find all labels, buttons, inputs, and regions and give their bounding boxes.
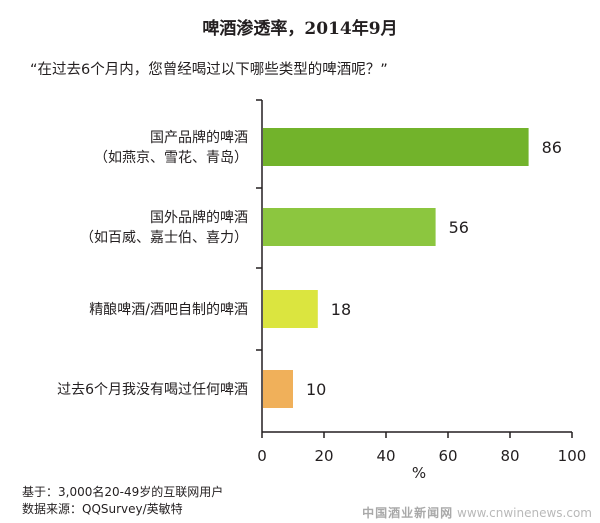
category-label: （如燕京、雪花、青岛） bbox=[94, 150, 248, 166]
footnote: 基于：3,000名20-49岁的互联网用户 数据来源：QQSurvey/英敏特 bbox=[22, 484, 223, 518]
chart-subtitle: “在过去6个月内，您曾经喝过以下哪些类型的啤酒呢？” bbox=[30, 62, 388, 78]
watermark: 中国酒业新闻网 www.cnwinenews.com bbox=[362, 504, 592, 521]
x-tick-label: 60 bbox=[438, 447, 457, 465]
x-tick-label: 100 bbox=[558, 447, 587, 465]
bar-value-label: 56 bbox=[449, 218, 469, 237]
category-label: （如百威、嘉士伯、喜力） bbox=[80, 230, 248, 246]
chart-title: 啤酒渗透率，2014年9月 bbox=[202, 19, 398, 39]
bar-value-label: 18 bbox=[331, 300, 351, 319]
x-tick-label: 0 bbox=[257, 447, 267, 465]
bar-value-label: 10 bbox=[306, 380, 326, 399]
x-axis-label: % bbox=[412, 464, 426, 482]
category-label: 国产品牌的啤酒 bbox=[150, 129, 248, 146]
bar bbox=[263, 208, 436, 246]
footnote-source: 数据来源：QQSurvey/英敏特 bbox=[22, 502, 183, 516]
watermark-cn: 中国酒业新闻网 bbox=[362, 506, 454, 520]
bar bbox=[263, 128, 529, 166]
category-label: 精酿啤酒/酒吧自制的啤酒 bbox=[89, 302, 248, 318]
x-tick-label: 80 bbox=[500, 447, 519, 465]
bar bbox=[263, 370, 293, 408]
category-label: 过去6个月我没有喝过任何啤酒 bbox=[57, 382, 248, 398]
category-label: 国外品牌的啤酒 bbox=[150, 209, 248, 226]
footnote-base: 基于：3,000名20-49岁的互联网用户 bbox=[22, 485, 224, 499]
watermark-url: www.cnwinenews.com bbox=[457, 506, 592, 520]
x-tick-label: 20 bbox=[314, 447, 333, 465]
bar-value-label: 86 bbox=[542, 138, 562, 157]
x-tick-label: 40 bbox=[376, 447, 395, 465]
bar bbox=[263, 290, 318, 328]
